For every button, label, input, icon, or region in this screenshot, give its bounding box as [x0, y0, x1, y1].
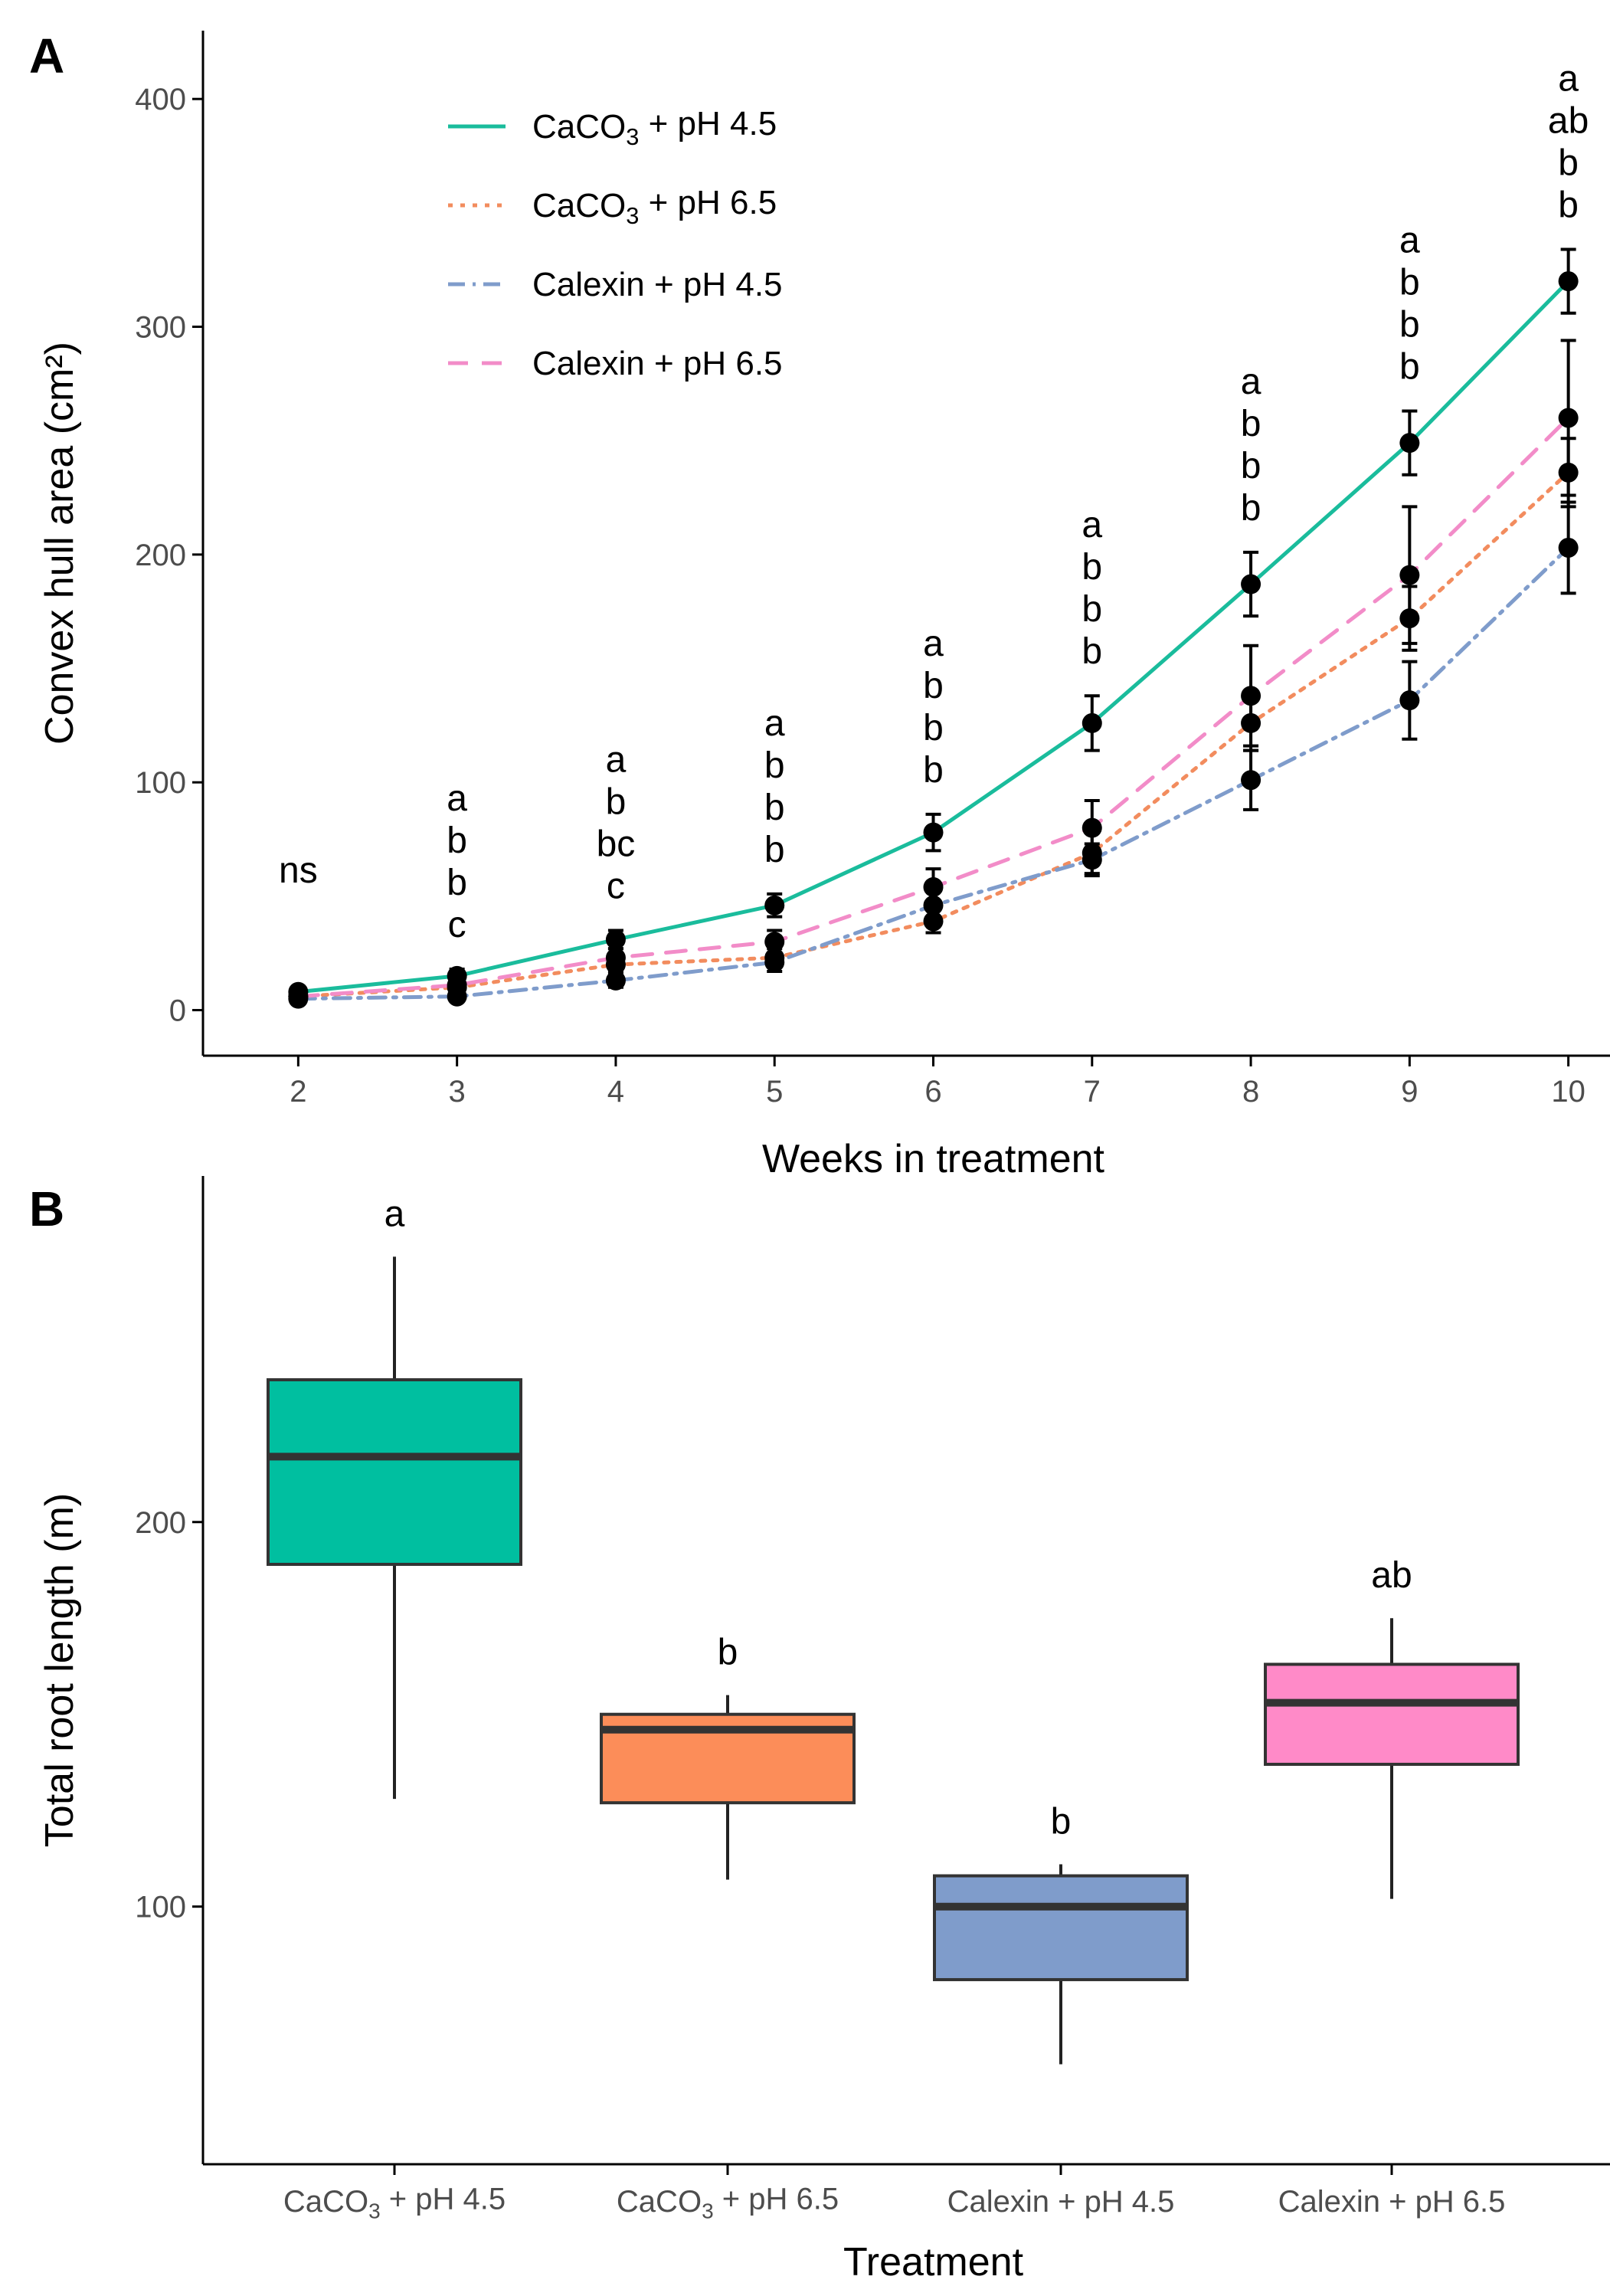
- significance-label: b: [718, 1633, 738, 1673]
- significance-label: b: [606, 781, 627, 822]
- significance-label: b: [1241, 488, 1261, 529]
- legend-label-caco-ph-4-5: CaCO3 + pH 4.5: [532, 105, 777, 150]
- data-point-calexin-ph-6-5: [1399, 565, 1420, 585]
- box-caco-ph-4-5: [267, 1378, 522, 1566]
- data-point-calexin-ph-4-5: [764, 952, 785, 973]
- data-point-caco-ph-4-5: [923, 822, 944, 843]
- significance-label: b: [1241, 446, 1261, 486]
- box-calexin-ph-6-5: [1264, 1662, 1520, 1766]
- significance-label: a: [606, 739, 627, 780]
- significance-label: b: [447, 820, 467, 861]
- y-tick-label: 300: [135, 311, 186, 345]
- significance-label: b: [1399, 305, 1420, 346]
- significance-label: a: [1241, 362, 1261, 402]
- legend-label-caco-ph-6-5: CaCO3 + pH 6.5: [532, 184, 777, 229]
- data-point-calexin-ph-6-5: [447, 974, 467, 995]
- significance-label: bc: [597, 824, 636, 864]
- data-point-calexin-ph-4-5: [1241, 770, 1261, 791]
- significance-label: b: [923, 666, 944, 706]
- significance-label: b: [923, 750, 944, 791]
- data-point-calexin-ph-6-5: [1558, 408, 1579, 428]
- significance-label: a: [1082, 505, 1102, 545]
- x-tick-label-calexin-ph-6-5: Calexin + pH 6.5: [1278, 2185, 1506, 2219]
- x-tick-label: 7: [1084, 1075, 1101, 1109]
- x-tick-label-caco-ph-4-5: CaCO3 + pH 4.5: [283, 2182, 506, 2222]
- significance-label: ab: [1371, 1555, 1412, 1596]
- data-point-caco-ph-4-5: [1558, 271, 1579, 292]
- significance-label: b: [1082, 589, 1102, 630]
- significance-label: ab: [1548, 100, 1589, 141]
- data-point-calexin-ph-4-5: [605, 970, 626, 991]
- x-tick-label: 6: [924, 1075, 941, 1109]
- panel-a-line-chart: 0 100 200 300 400 2 3 4 5 6 7 8 9 10 Weeks in treatmen…: [38, 31, 1610, 1181]
- x-tick-label: 3: [449, 1075, 466, 1109]
- significance-label: b: [764, 745, 785, 786]
- data-point-caco-ph-4-5: [764, 895, 785, 915]
- x-tick-label: 5: [766, 1075, 783, 1109]
- significance-label: b: [923, 708, 944, 748]
- significance-label: a: [1558, 58, 1579, 99]
- y-tick-label: 200: [135, 539, 186, 572]
- significance-label: b: [1241, 404, 1261, 444]
- data-point-caco-ph-4-5: [1241, 574, 1261, 594]
- significance-label: c: [607, 866, 625, 906]
- y-tick-label: 100: [135, 1891, 186, 1924]
- significance-label: a: [764, 703, 785, 744]
- y-tick-label: 200: [135, 1506, 186, 1540]
- y-axis-title: Total root length (m): [38, 1493, 82, 1847]
- legend-label-calexin-ph-6-5: Calexin + pH 6.5: [532, 345, 783, 382]
- x-tick-label: 9: [1401, 1075, 1418, 1109]
- data-point-calexin-ph-4-5: [1558, 537, 1579, 558]
- significance-label: b: [447, 863, 467, 903]
- data-point-calexin-ph-6-5: [288, 986, 309, 1007]
- y-tick-label: 100: [135, 766, 186, 800]
- x-tick-label: 8: [1242, 1075, 1259, 1109]
- x-tick-label: 10: [1551, 1075, 1585, 1109]
- significance-label: a: [447, 778, 467, 819]
- legend-label-calexin-ph-4-5: Calexin + pH 4.5: [532, 266, 783, 303]
- x-axis-title: Weeks in treatment: [762, 1137, 1105, 1181]
- x-tick-label-caco-ph-6-5: CaCO3 + pH 6.5: [617, 2182, 839, 2222]
- data-point-caco-ph-6-5: [923, 911, 944, 932]
- x-tick-label-calexin-ph-4-5: Calexin + pH 4.5: [947, 2185, 1175, 2219]
- data-point-calexin-ph-6-5: [1241, 686, 1261, 706]
- panel-label-b: B: [29, 1181, 64, 1236]
- significance-label: b: [1399, 263, 1420, 303]
- significance-label: b: [1051, 1801, 1072, 1842]
- significance-label: b: [1558, 185, 1579, 225]
- significance-label: b: [1558, 142, 1579, 183]
- data-point-calexin-ph-6-5: [764, 932, 785, 952]
- x-tick-label: 2: [290, 1075, 306, 1109]
- x-tick-label: 4: [607, 1075, 624, 1109]
- data-point-calexin-ph-6-5: [605, 948, 626, 968]
- significance-label: a: [1399, 221, 1420, 261]
- significance-label: b: [1399, 347, 1420, 388]
- significance-label: b: [1082, 631, 1102, 672]
- significance-label: b: [764, 830, 785, 870]
- box-calexin-ph-4-5: [933, 1874, 1189, 1982]
- significance-label: a: [923, 624, 944, 664]
- significance-label: b: [1082, 547, 1102, 588]
- significance-label: c: [448, 905, 466, 945]
- y-tick-label: 0: [169, 994, 186, 1028]
- data-point-calexin-ph-6-5: [923, 876, 944, 897]
- panel-label-a: A: [29, 28, 64, 84]
- panel-b-box-plot: 100 200 a CaCO3 + pH 4.5 b CaCO3 + pH 6.5 b Cal…: [38, 1176, 1610, 2285]
- data-point-caco-ph-4-5: [1082, 712, 1102, 733]
- data-point-caco-ph-4-5: [605, 929, 626, 950]
- significance-label: b: [764, 788, 785, 828]
- data-point-caco-ph-4-5: [1399, 433, 1420, 454]
- x-axis-title: Treatment: [843, 2240, 1024, 2285]
- data-point-calexin-ph-4-5: [1399, 690, 1420, 711]
- data-point-calexin-ph-6-5: [1082, 817, 1102, 838]
- y-tick-label: 400: [135, 83, 186, 116]
- significance-label: a: [385, 1194, 405, 1234]
- y-axis-title: Convex hull area (cm²): [38, 342, 82, 745]
- significance-label: ns: [279, 850, 318, 891]
